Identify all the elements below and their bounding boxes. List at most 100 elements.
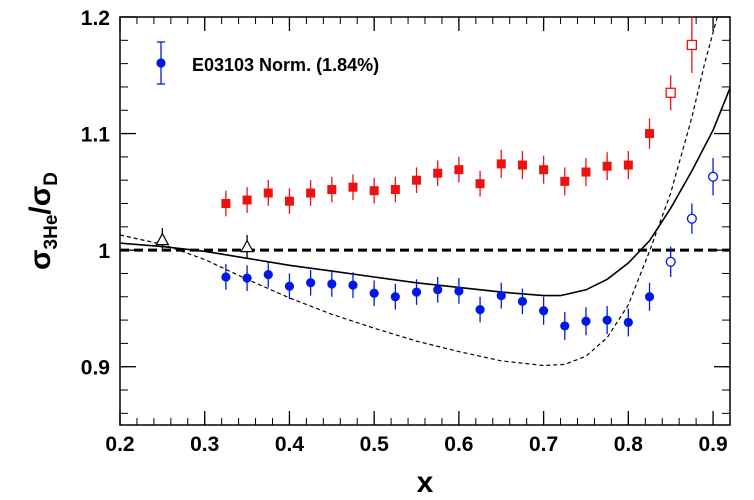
red-filled-square-point [581,158,591,187]
marker [433,285,443,295]
blue-filled-circle-point [560,311,570,340]
marker [602,161,612,171]
marker [581,316,591,326]
blue-filled-circle-point [411,279,422,305]
marker [581,167,591,177]
x-tick-label: 0.7 [529,433,558,456]
marker [155,232,170,246]
y-tick-label: 1.2 [81,7,110,30]
blue-filled-circle-point [517,288,528,315]
marker [475,179,485,189]
marker [242,195,252,205]
marker [454,165,464,175]
blue-open-circle-point [708,158,719,196]
marker [560,321,570,331]
red-filled-square-point [412,167,422,194]
y-axis-title: σ3He/σD [24,172,62,270]
blue-filled-circle-point [454,278,464,304]
blue-filled-circle-point [581,307,591,336]
y-tick-label: 0.9 [81,357,110,380]
marker [686,39,698,51]
red-filled-square-point [433,160,443,187]
red-filled-square-point [602,152,612,181]
red-filled-square-point [517,151,527,180]
legend-label: E03103 Norm. (1.84%) [192,55,379,75]
marker [284,196,294,206]
blue-filled-circle-point [475,296,485,323]
blue-filled-circle-point [284,273,295,300]
axis-ticks [119,16,731,425]
x-tick-label: 0.3 [190,433,219,456]
red-filled-square-point [221,190,231,217]
blue-filled-circle-point [221,264,231,290]
marker [284,281,295,291]
legend-marker [156,58,166,68]
marker [411,287,422,297]
x-axis-title: x [417,466,434,499]
marker [263,270,273,280]
marker [348,280,358,290]
red-filled-square-point [645,118,655,149]
red-filled-square-point [242,187,252,213]
blue-filled-circle-point [623,308,633,337]
marker [327,279,337,289]
blue-open-circle-point [686,203,697,234]
blue-filled-circle-point [263,261,273,288]
blue-filled-circle-point [306,269,316,296]
marker [369,288,379,298]
marker [644,292,655,302]
blue-filled-circle-point [390,283,400,310]
blue-filled-circle-point [496,282,506,309]
black-open-triangle-point [240,234,255,259]
red-filled-square-point [348,174,358,201]
marker [665,87,676,98]
marker [221,272,231,282]
marker [475,304,485,315]
solid-model-curve [120,87,730,297]
marker [242,273,252,283]
marker [306,278,316,288]
black-open-triangle-point [155,227,170,252]
red-filled-square-point [390,176,400,203]
blue-filled-circle-point [602,306,612,335]
red-filled-square-point [539,155,549,184]
marker [454,286,464,296]
blue-open-circle-point [665,246,676,277]
marker [240,239,255,253]
x-tick-label: 0.6 [444,433,473,456]
red-filled-square-point [284,188,294,215]
red-filled-square-point [475,170,485,197]
marker [623,317,633,328]
plot-frame [119,16,731,426]
marker [306,188,316,198]
marker [390,292,400,302]
red-filled-square-point [327,176,337,203]
axis-tick-labels: 0.2 0.3 0.4 0.5 0.6 0.7 0.8 0.9 0.9 1 1.1 1.2 [81,7,728,456]
blue-filled-circle-point [369,280,379,307]
blue-filled-circle-point [644,282,655,311]
marker [602,315,612,325]
red-open-square-point [686,17,698,73]
data-points [155,17,719,340]
marker [517,296,528,307]
x-tick-label: 0.9 [698,433,727,456]
x-tick-label: 0.8 [614,433,644,456]
marker [327,185,337,195]
blue-filled-circle-point [242,265,252,291]
marker [665,256,676,267]
marker [263,188,273,198]
blue-filled-circle-point [327,271,337,297]
red-open-square-point [665,75,676,111]
x-tick-label: 0.4 [275,433,305,456]
marker [539,306,549,316]
red-filled-square-point [560,167,570,196]
dashed-model-curve [120,17,718,367]
red-filled-square-point [496,149,506,178]
red-filled-square-point [369,177,379,204]
marker [645,129,655,139]
marker [517,160,527,170]
blue-filled-circle-point [539,296,549,325]
blue-filled-circle-point [348,272,358,298]
marker [560,176,570,186]
